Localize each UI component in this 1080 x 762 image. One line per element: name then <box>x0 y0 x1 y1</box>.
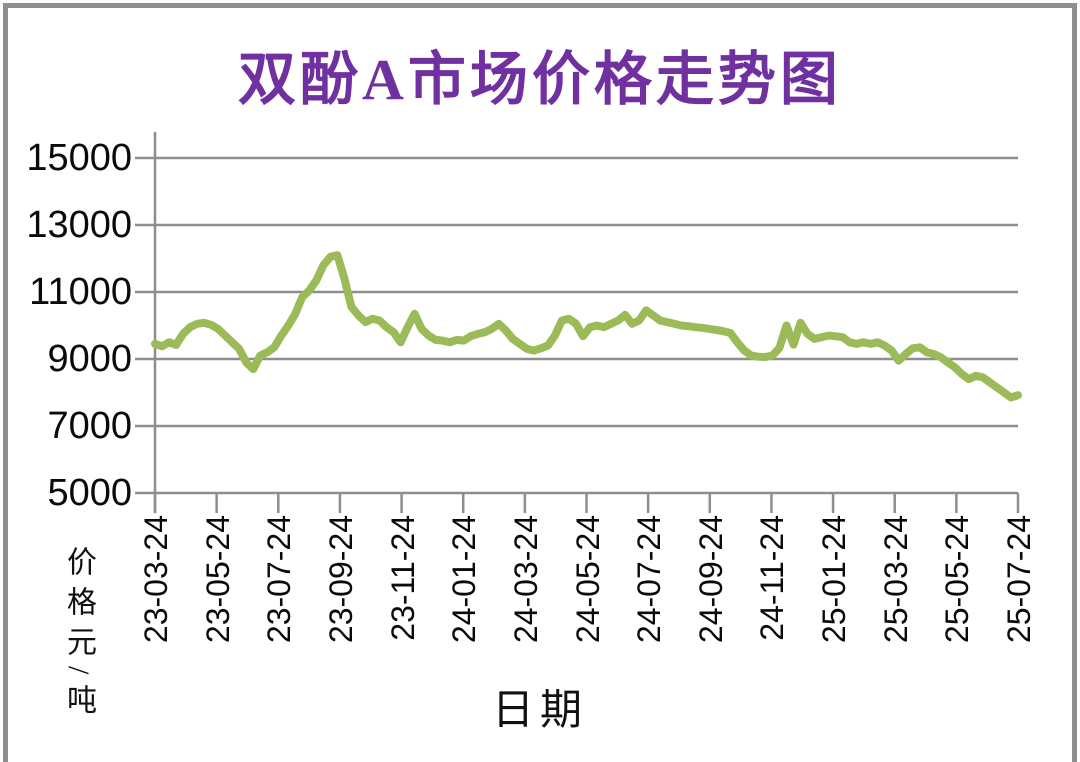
x-tick-label: 23-11-24 <box>384 515 421 641</box>
x-tick-label: 24-05-24 <box>569 515 606 644</box>
outer-border <box>3 3 1077 762</box>
y-tick-label: 15000 <box>26 137 132 179</box>
x-tick-label: 24-03-24 <box>507 515 544 644</box>
x-tick-label: 25-03-24 <box>877 515 914 644</box>
x-tick-label: 23-03-24 <box>138 515 174 644</box>
x-tick-label: 25-05-24 <box>939 515 976 644</box>
x-tick-label: 24-11-24 <box>754 515 791 641</box>
y-tick-label: 11000 <box>29 271 132 313</box>
y-tick-label: 13000 <box>26 204 132 246</box>
x-tick-label: 23-05-24 <box>199 515 236 644</box>
price-line-series <box>151 251 1022 402</box>
y-tick-label: 7000 <box>47 405 132 447</box>
x-tick-label: 23-09-24 <box>322 515 359 644</box>
x-tick-label: 24-09-24 <box>692 515 729 644</box>
x-tick-label: 25-07-24 <box>1001 515 1037 644</box>
x-tick-label: 25-01-24 <box>816 515 853 644</box>
x-tick-label: 24-01-24 <box>446 515 483 644</box>
y-tick-label: 5000 <box>47 472 132 514</box>
x-tick-label: 24-07-24 <box>631 515 668 644</box>
x-tick-label: 23-07-24 <box>261 515 298 644</box>
x-axis-title: 日期 <box>491 688 588 734</box>
y-tick-label: 9000 <box>47 338 132 380</box>
y-axis-title: 价格元/吨 <box>62 546 95 725</box>
chart-title: 双酚A市场价格走势图 <box>238 47 842 112</box>
